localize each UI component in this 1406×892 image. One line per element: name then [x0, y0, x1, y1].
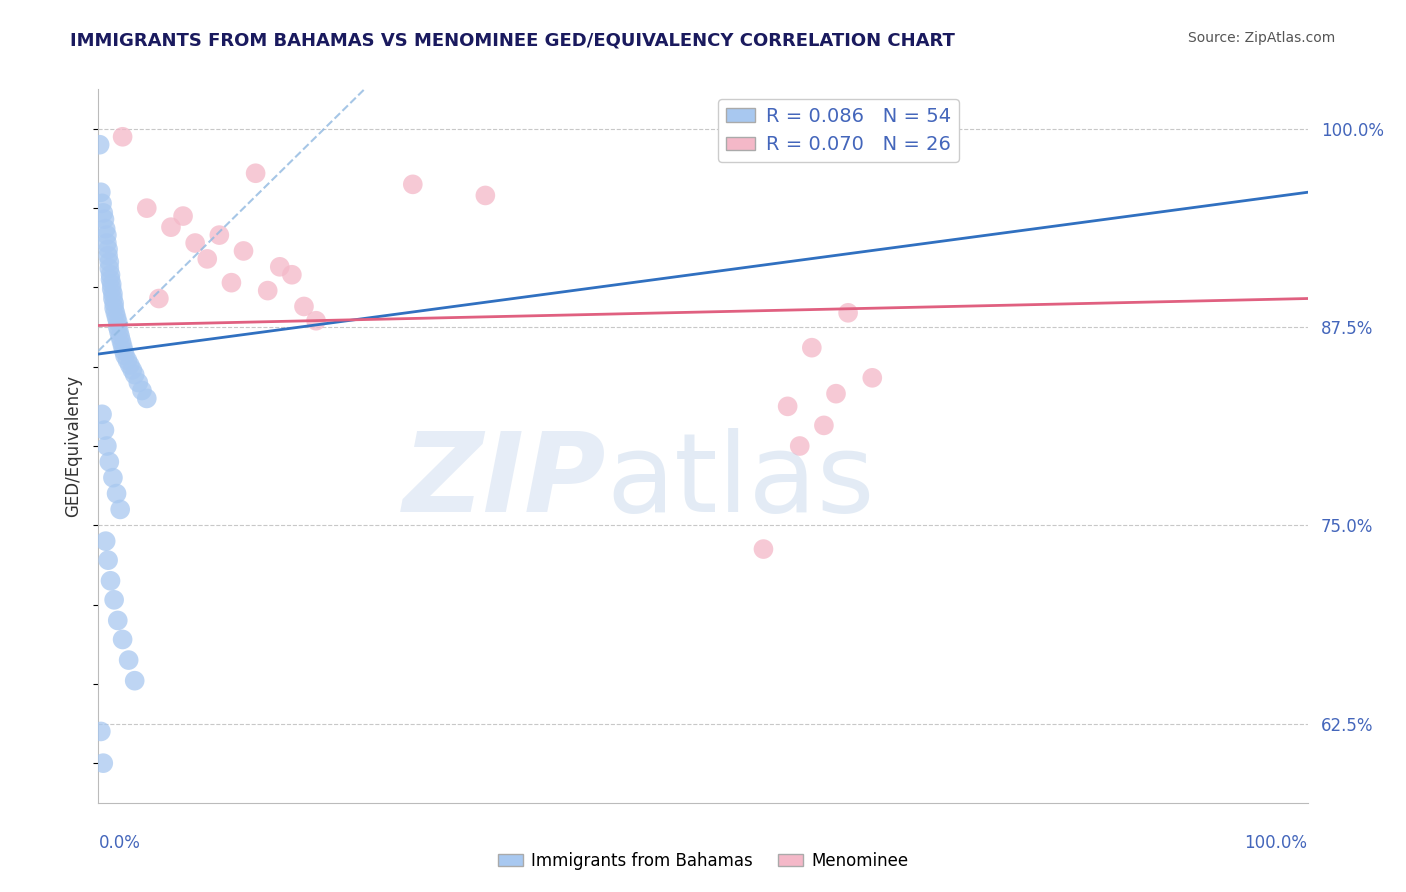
Point — [100, 277, 122, 292]
Point — [124, 368, 146, 382]
Point — [292, 300, 315, 314]
Point — [111, 339, 134, 353]
Point — [100, 282, 122, 296]
Point — [91, 206, 114, 220]
Point — [94, 534, 117, 549]
Point — [124, 673, 146, 688]
Point — [112, 343, 135, 358]
Point — [96, 439, 118, 453]
Point — [91, 196, 114, 211]
Point — [281, 268, 304, 282]
Point — [232, 244, 254, 258]
Point — [208, 228, 231, 243]
Point — [825, 386, 848, 401]
Point — [789, 439, 811, 453]
Point — [93, 423, 115, 437]
Point — [97, 249, 120, 263]
Text: atlas: atlas — [606, 428, 875, 535]
Point — [105, 310, 128, 325]
Point — [108, 325, 131, 339]
Point — [98, 455, 121, 469]
Point — [103, 592, 125, 607]
Point — [97, 553, 120, 567]
Point — [860, 371, 883, 385]
Point — [135, 392, 157, 406]
Point — [90, 186, 112, 200]
Point — [402, 178, 425, 192]
Point — [96, 228, 118, 243]
Point — [104, 306, 127, 320]
Point — [160, 220, 183, 235]
Point — [474, 188, 496, 202]
Point — [90, 724, 112, 739]
Point — [837, 306, 859, 320]
Point — [100, 268, 122, 282]
Point — [91, 756, 114, 771]
Point — [118, 358, 141, 372]
Point — [117, 353, 139, 368]
Point — [107, 614, 129, 628]
Point — [108, 502, 131, 516]
Point — [93, 212, 115, 227]
Point — [269, 260, 291, 274]
Point — [105, 486, 128, 500]
Point — [97, 243, 120, 257]
Point — [103, 301, 125, 315]
Text: 100.0%: 100.0% — [1244, 834, 1308, 852]
Y-axis label: GED/Equivalency: GED/Equivalency — [65, 375, 83, 517]
Point — [100, 272, 122, 286]
Point — [110, 334, 132, 349]
Point — [114, 349, 136, 363]
Point — [101, 471, 124, 485]
Point — [121, 363, 143, 377]
Point — [800, 341, 823, 355]
Point — [96, 235, 118, 250]
Point — [127, 376, 149, 390]
Point — [107, 320, 129, 334]
Point — [108, 329, 131, 343]
Point — [100, 574, 122, 588]
Legend: Immigrants from Bahamas, Menominee: Immigrants from Bahamas, Menominee — [491, 846, 915, 877]
Point — [195, 252, 218, 266]
Text: IMMIGRANTS FROM BAHAMAS VS MENOMINEE GED/EQUIVALENCY CORRELATION CHART: IMMIGRANTS FROM BAHAMAS VS MENOMINEE GED… — [70, 31, 955, 49]
Point — [101, 292, 124, 306]
Legend: R = 0.086   N = 54, R = 0.070   N = 26: R = 0.086 N = 54, R = 0.070 N = 26 — [718, 99, 959, 162]
Point — [184, 235, 207, 250]
Point — [131, 384, 153, 398]
Point — [776, 400, 799, 414]
Point — [305, 314, 328, 328]
Point — [98, 255, 121, 269]
Text: Source: ZipAtlas.com: Source: ZipAtlas.com — [1188, 31, 1336, 45]
Point — [148, 292, 170, 306]
Point — [172, 209, 194, 223]
Point — [111, 129, 134, 144]
Point — [103, 296, 125, 310]
Point — [101, 286, 124, 301]
Point — [752, 542, 775, 557]
Point — [256, 284, 278, 298]
Point — [118, 653, 141, 667]
Text: ZIP: ZIP — [402, 428, 606, 535]
Point — [813, 418, 835, 433]
Text: 0.0%: 0.0% — [98, 834, 141, 852]
Point — [221, 276, 243, 290]
Point — [107, 315, 129, 329]
Point — [89, 137, 111, 152]
Point — [245, 166, 267, 180]
Point — [98, 261, 121, 276]
Point — [111, 632, 134, 647]
Point — [135, 201, 157, 215]
Point — [91, 407, 114, 421]
Point — [94, 221, 117, 235]
